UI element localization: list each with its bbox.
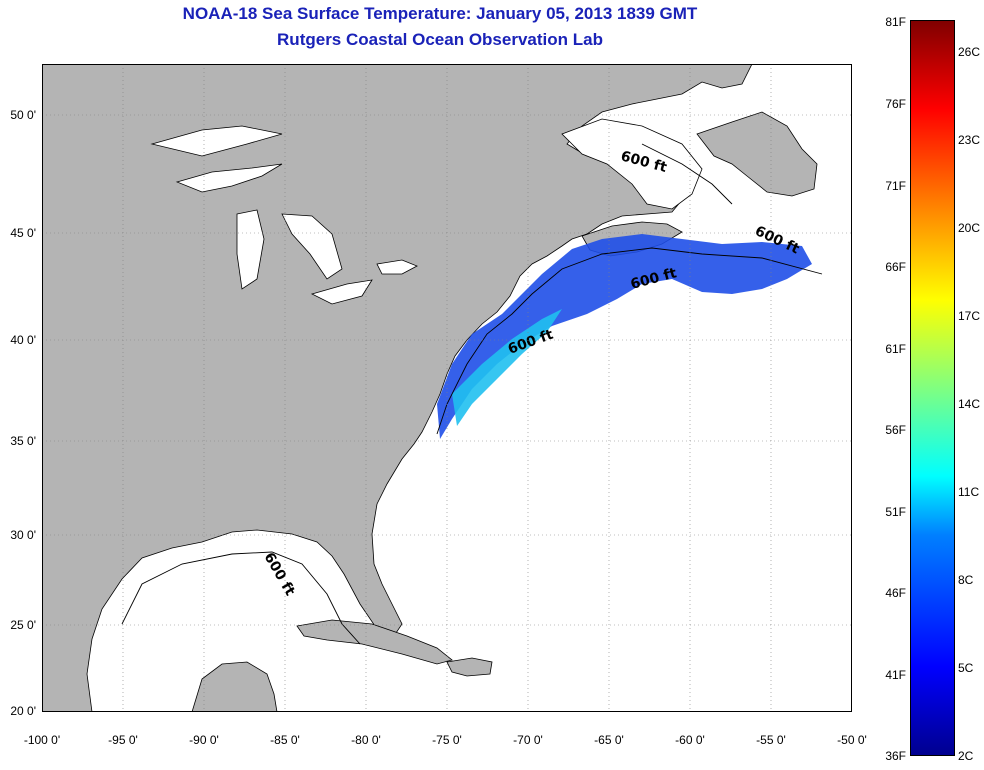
st-lawrence-gulf: [561, 118, 703, 210]
cb-f-label-36: 36F: [885, 749, 906, 763]
lon-label-95: -95 0': [108, 733, 138, 747]
lon-label-80: -80 0': [351, 733, 381, 747]
cb-c-label-23: 23C: [958, 133, 981, 147]
cb-f-label-71: 71F: [885, 179, 906, 193]
cb-c-label-8: 8C: [958, 573, 974, 587]
cb-f-label-66: 66F: [885, 260, 906, 274]
cb-f-label-81: 81F: [885, 15, 906, 29]
map-title: NOAA-18 Sea Surface Temperature: January…: [182, 4, 698, 23]
cb-f-label-46: 46F: [885, 586, 906, 600]
isobath-600ft: [121, 143, 823, 645]
cb-f-label-61: 61F: [885, 342, 906, 356]
yucatan-land: [191, 661, 278, 712]
lon-label-65: -65 0': [594, 733, 624, 747]
map-subtitle: Rutgers Coastal Ocean Observation Lab: [277, 30, 603, 49]
cb-f-label-76: 76F: [885, 97, 906, 111]
cb-f-label-41: 41F: [885, 668, 906, 682]
lat-label-45: 45 0': [10, 226, 36, 240]
cuba-land: [296, 619, 453, 665]
cb-c-label-2: 2C: [958, 749, 974, 763]
lon-label-50: -50 0': [837, 733, 867, 747]
cb-c-label-20: 20C: [958, 221, 981, 235]
cb-c-label-11: 11C: [958, 485, 980, 499]
lat-label-25: 25 0': [10, 618, 36, 632]
cb-c-label-26: 26C: [958, 45, 981, 59]
cb-c-label-14: 14C: [958, 397, 981, 411]
newfoundland-land: [696, 111, 818, 197]
sst-gulfstream: [437, 344, 852, 504]
map-border: [42, 64, 852, 712]
lat-label-50: 50 0': [10, 108, 36, 122]
lat-label-20: 20 0': [10, 704, 36, 718]
lon-label-55: -55 0': [756, 733, 786, 747]
temperature-colorbar: [910, 20, 955, 756]
sst-subtropical: [472, 514, 852, 712]
lat-label-40: 40 0': [10, 333, 36, 347]
lon-label-70: -70 0': [513, 733, 543, 747]
lon-label-85: -85 0': [270, 733, 300, 747]
lon-label-60: -60 0': [675, 733, 705, 747]
cb-c-label-17: 17C: [958, 309, 981, 323]
north-america-land: [42, 64, 753, 712]
lat-label-30: 30 0': [10, 528, 36, 542]
lon-label-75: -75 0': [432, 733, 462, 747]
cb-f-label-56: 56F: [885, 423, 906, 437]
cb-f-label-51: 51F: [885, 505, 906, 519]
colorbar-gradient: [911, 21, 954, 755]
sst-map: 600 ft 600 ft 600 ft 600 ft 600 ft: [42, 64, 852, 712]
hispaniola-land: [446, 657, 493, 677]
lon-label-90: -90 0': [189, 733, 219, 747]
lon-label-100: -100 0': [23, 733, 61, 747]
graticule: [42, 64, 852, 712]
sst-cold-shelf: [437, 234, 812, 439]
great-lakes: [150, 125, 418, 305]
lat-label-35: 35 0': [10, 434, 36, 448]
cb-c-label-5: 5C: [958, 661, 974, 675]
